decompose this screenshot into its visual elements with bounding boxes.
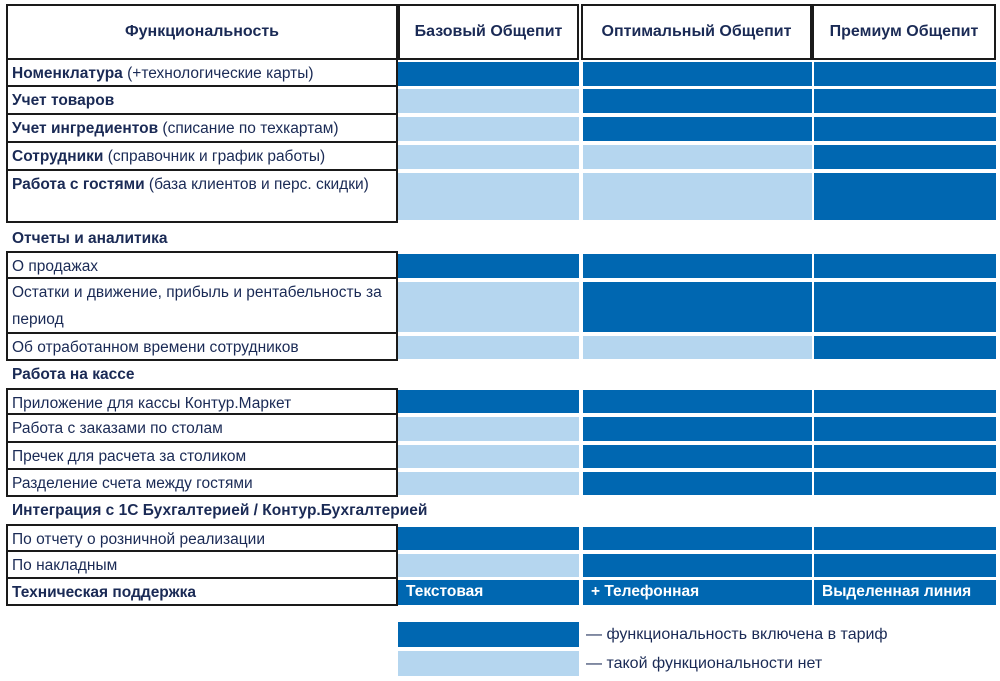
cell-r5-optimal-absent	[583, 173, 812, 220]
cell-r14-premium-included	[814, 554, 996, 577]
cell-r4-premium-included	[814, 145, 996, 169]
cell-r10-optimal-included	[583, 417, 812, 441]
support-premium: Выделенная линия	[814, 580, 996, 605]
cell-r3-optimal-included	[583, 117, 812, 141]
legend-included-swatch	[398, 622, 579, 647]
row-label-bold: Учет ингредиентов	[12, 120, 159, 137]
cell-r1-basic-included	[398, 62, 579, 86]
cell-r6-premium-included	[814, 254, 996, 278]
support-basic: Текстовая	[398, 580, 579, 605]
section-integration: Интеграция с 1С Бухгалтерией / Контур.Бу…	[12, 502, 428, 519]
row-label-bold: Работа с гостями	[12, 176, 145, 193]
cell-r11-basic-absent	[398, 445, 579, 468]
row-label-bold: Сотрудники	[12, 148, 104, 165]
row-label-bold: Учет товаров	[12, 92, 115, 109]
cell-r5-premium-included	[814, 173, 996, 220]
cell-r13-premium-included	[814, 527, 996, 550]
cell-r13-basic-included	[398, 527, 579, 550]
cell-r11-optimal-included	[583, 445, 812, 468]
row-table-orders: Работа с заказами по столам	[6, 415, 398, 443]
row-guests: Работа с гостями (база клиентов и перс. …	[6, 171, 398, 223]
row-precheck: Пречек для расчета за столиком	[6, 443, 398, 470]
cell-r8-premium-included	[814, 336, 996, 359]
cell-r7-premium-included	[814, 282, 996, 332]
row-support: Техническая поддержка	[6, 579, 398, 606]
cell-r3-premium-included	[814, 117, 996, 141]
row-employees: Сотрудники (справочник и график работы)	[6, 143, 398, 171]
cell-r9-basic-included	[398, 390, 579, 413]
section-cashier: Работа на кассе	[12, 366, 135, 383]
cell-r10-basic-absent	[398, 417, 579, 441]
cell-r7-basic-absent	[398, 282, 579, 332]
cell-r1-premium-included	[814, 62, 996, 86]
cell-r4-optimal-absent	[583, 145, 812, 169]
cell-r2-premium-included	[814, 89, 996, 113]
cell-r14-basic-absent	[398, 554, 579, 577]
row-bill-split: Разделение счета между гостями	[6, 470, 398, 497]
cell-r12-premium-included	[814, 472, 996, 495]
cell-r2-optimal-included	[583, 89, 812, 113]
row-goods-accounting: Учет товаров	[6, 87, 398, 115]
row-label-rest: (списание по техкартам)	[158, 120, 339, 137]
header-plan-premium: Премиум Общепит	[812, 4, 996, 60]
cell-r2-basic-absent	[398, 89, 579, 113]
row-ingredients-accounting: Учет ингредиентов (списание по техкартам…	[6, 115, 398, 143]
row-label-rest: (справочник и график работы)	[103, 148, 326, 165]
row-stock-report: Остатки и движение, прибыль и рентабельн…	[6, 279, 398, 334]
legend-included-text: — функциональность включена в тариф	[586, 626, 888, 643]
section-reports: Отчеты и аналитика	[12, 230, 168, 247]
cell-r6-optimal-included	[583, 254, 812, 278]
header-feature-column: Функциональность	[6, 4, 398, 60]
cell-r12-optimal-included	[583, 472, 812, 495]
legend-absent-swatch	[398, 651, 579, 676]
cell-r5-basic-absent	[398, 173, 579, 220]
support-optimal: + Телефонная	[583, 580, 812, 605]
header-plan-optimal: Оптимальный Общепит	[581, 4, 812, 60]
row-nomenclature: Номенклатура (+технологические карты)	[6, 60, 398, 87]
cell-r8-basic-absent	[398, 336, 579, 359]
cell-r11-premium-included	[814, 445, 996, 468]
cell-r13-optimal-included	[583, 527, 812, 550]
row-retail-report: По отчету о розничной реализации	[6, 524, 398, 552]
cell-r10-premium-included	[814, 417, 996, 441]
row-worktime-report: Об отработанном времени сотрудников	[6, 334, 398, 361]
header-plan-basic: Базовый Общепит	[398, 4, 579, 60]
row-invoices: По накладным	[6, 552, 398, 579]
cell-r3-basic-absent	[398, 117, 579, 141]
row-label-rest: (база клиентов и перс. скидки)	[144, 176, 369, 193]
cell-r8-optimal-absent	[583, 336, 812, 359]
cell-r12-basic-absent	[398, 472, 579, 495]
row-sales-report: О продажах	[6, 251, 398, 279]
cell-r6-basic-included	[398, 254, 579, 278]
row-cashier-app: Приложение для кассы Контур.Маркет	[6, 388, 398, 415]
legend-absent-text: — такой функциональности нет	[586, 655, 823, 672]
row-label-rest: (+технологические карты)	[122, 65, 314, 82]
cell-r4-basic-absent	[398, 145, 579, 169]
cell-r7-optimal-included	[583, 282, 812, 332]
cell-r9-premium-included	[814, 390, 996, 413]
cell-r14-optimal-included	[583, 554, 812, 577]
cell-r1-optimal-included	[583, 62, 812, 86]
cell-r9-optimal-included	[583, 390, 812, 413]
row-label-bold: Номенклатура	[12, 65, 123, 82]
